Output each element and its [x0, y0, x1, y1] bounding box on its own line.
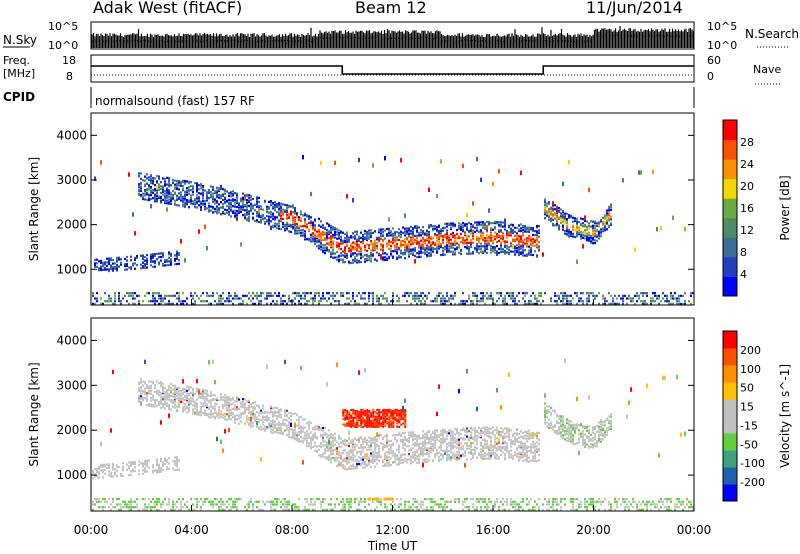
beam-title: Beam 12	[355, 0, 427, 17]
power-colorbar-swatch	[723, 178, 737, 199]
time-tick-label: 04:00	[174, 523, 209, 537]
power-colorbar-swatch	[723, 198, 737, 219]
velocity-colorbar-tick-label: 100	[740, 363, 761, 376]
cpid-text: normalsound (fast) 157 RF	[95, 94, 255, 108]
freq-unit: [MHz]	[3, 67, 35, 80]
time-tick-label: 00:00	[74, 523, 109, 537]
power-colorbar-tick-label: 24	[740, 158, 754, 171]
power-colorbar-label: Power [dB]	[778, 175, 792, 240]
noise-tick-right-top: 10^5	[707, 20, 737, 33]
velocity-colorbar-tick-label: -200	[740, 476, 765, 489]
power-ytick-label: 4000	[56, 128, 87, 142]
power-frame	[90, 112, 695, 306]
nsearch-trace	[92, 34, 694, 43]
time-tick-label: 00:00	[677, 523, 712, 537]
velocity-colorbar-tick-label: 50	[740, 382, 754, 395]
time-axis-label: Time UT	[367, 539, 418, 553]
power-colorbar-tick-label: 28	[740, 136, 754, 149]
power-colorbar-tick-label: 12	[740, 224, 754, 237]
time-tick-label: 16:00	[476, 523, 511, 537]
noise-panel: N.Sky N.Search 10^5 10^0 10^5 10^0	[3, 20, 799, 52]
velocity-colorbar-tick-label: -15	[740, 419, 758, 432]
freq-trace	[91, 65, 694, 75]
velocity-colorbar-swatch	[723, 382, 737, 400]
power-colorbar-tick-label: 16	[740, 202, 754, 215]
freq-frame	[90, 54, 695, 83]
date-title: 11/Jun/2014	[586, 0, 683, 17]
freq-tick-top: 18	[62, 54, 76, 67]
power-colorbar-swatch	[723, 256, 737, 277]
noise-tick-left-bottom: 10^0	[48, 39, 78, 52]
time-tick-label: 12:00	[375, 523, 410, 537]
power-colorbar-swatch	[723, 276, 737, 297]
power-colorbar-tick-label: 20	[740, 180, 754, 193]
power-ylabel: Slant Range [km]	[27, 157, 41, 261]
velocity-colorbar-swatch	[723, 399, 737, 417]
power-ytick-label: 2000	[56, 218, 87, 232]
velocity-ytick-label: 1000	[56, 468, 87, 482]
power-colorbar-swatch	[723, 217, 737, 238]
velocity-colorbar-swatch	[723, 450, 737, 468]
velocity-colorbar-swatch	[723, 416, 737, 434]
freq-label: Freq.	[3, 54, 30, 67]
velocity-colorbar-swatch	[723, 348, 737, 366]
cpid-label: CPID	[3, 90, 35, 104]
velocity-colorbar-swatch	[723, 467, 737, 485]
velocity-colorbar-frame	[722, 330, 738, 502]
nsky-label: N.Sky	[3, 33, 37, 47]
freq-tick-bottom: 8	[66, 70, 73, 83]
velocity-colorbar-swatch	[723, 433, 737, 451]
power-panel: 1000 2000 3000 4000 Slant Range [km]	[27, 112, 695, 306]
power-colorbar-swatch	[723, 237, 737, 258]
velocity-colorbar-tick-label: 15	[740, 401, 754, 414]
velocity-ylabel: Slant Range [km]	[27, 362, 41, 466]
power-ytick-label: 3000	[56, 173, 87, 187]
velocity-colorbar-swatch	[723, 331, 737, 349]
power-colorbar-swatch	[723, 139, 737, 160]
noise-tick-right-bottom: 10^0	[707, 39, 737, 52]
velocity-colorbar-swatch	[723, 484, 737, 502]
colorbars: 28 24 20 16 12 8 4 Power [dB] 200 100 50 15 -15 -50 -1…	[722, 119, 792, 502]
velocity-colorbar-swatch	[723, 365, 737, 383]
velocity-colorbar-tick-label: -50	[740, 438, 758, 451]
velocity-ytick-label: 4000	[56, 333, 87, 347]
velocity-ytick-label: 3000	[56, 378, 87, 392]
nave-tick-top: 60	[707, 54, 721, 67]
velocity-colorbar-tick-label: 200	[740, 344, 761, 357]
power-colorbar-tick-label: 8	[740, 246, 747, 259]
axes: 00:00 04:00 08:00 12:00 16:00 20:00 00:00 Time …	[74, 299, 712, 553]
cpid-panel: CPID normalsound (fast) 157 RF	[3, 87, 695, 108]
nave-label: Nave	[753, 63, 781, 76]
frequency-panel: Freq.[MHz] 18 8 60 0 Nave	[3, 54, 781, 85]
power-colorbar-swatch	[723, 159, 737, 180]
power-ytick-label: 1000	[56, 262, 87, 276]
time-tick-label: 20:00	[576, 523, 611, 537]
nave-tick-bottom: 0	[707, 70, 714, 83]
velocity-colorbar-tick-label: -100	[740, 457, 765, 470]
nsearch-label: N.Search	[745, 27, 799, 41]
velocity-ytick-label: 2000	[56, 423, 87, 437]
velocity-colorbar-label: Velocity [m s^-1]	[778, 364, 792, 468]
power-colorbar-swatch	[723, 120, 737, 141]
power-colorbar-tick-label: 4	[740, 268, 747, 281]
noise-tick-left-top: 10^5	[48, 20, 78, 33]
power-colorbar-frame	[722, 119, 738, 297]
velocity-panel: 1000 2000 3000 4000 Slant Range [km]	[27, 317, 695, 512]
time-tick-label: 08:00	[275, 523, 310, 537]
station-title: Adak West (fitACF)	[93, 0, 243, 17]
